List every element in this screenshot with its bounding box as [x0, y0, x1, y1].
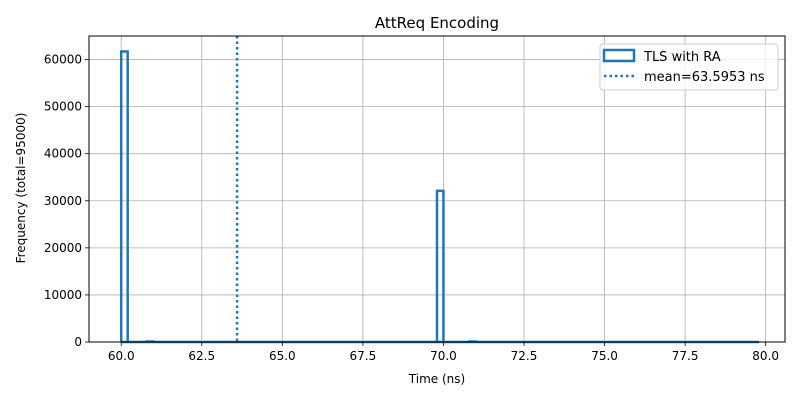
legend-label-tls-with-ra: TLS with RA: [643, 50, 721, 65]
y-axis-label: Frequency (total=95000): [14, 113, 28, 264]
y-tick-label: 60000: [44, 53, 82, 67]
y-axis-ticks: 0 10000 20000 30000 40000 50000 60000: [44, 53, 89, 349]
x-tick-label: 75.0: [591, 349, 618, 363]
x-tick-label: 80.0: [752, 349, 779, 363]
plot-area-frame: [88, 35, 786, 343]
x-tick-label: 62.5: [188, 349, 215, 363]
y-tick-label: 40000: [44, 147, 82, 161]
histogram-bar: [435, 189, 445, 342]
chart-title: AttReq Encoding: [375, 14, 499, 32]
legend: TLS with RA mean=63.5953 ns: [599, 43, 779, 91]
x-tick-label: 60.0: [108, 349, 135, 363]
histogram-bar: [119, 50, 129, 342]
x-axis-ticks: 60.0 62.5 65.0 67.5 70.0 72.5 75.0 77.5 80.0: [108, 342, 779, 363]
x-tick-label: 65.0: [269, 349, 296, 363]
legend-box: [599, 43, 779, 91]
y-tick-label: 50000: [44, 100, 82, 114]
y-tick-label: 0: [74, 335, 82, 349]
y-tick-label: 30000: [44, 194, 82, 208]
x-axis-label: Time (ns): [408, 372, 465, 386]
x-tick-label: 67.5: [350, 349, 377, 363]
y-tick-label: 20000: [44, 241, 82, 255]
y-tick-label: 10000: [44, 288, 82, 302]
x-tick-label: 72.5: [511, 349, 538, 363]
x-tick-label: 77.5: [672, 349, 699, 363]
x-tick-label: 70.0: [430, 349, 457, 363]
legend-label-mean: mean=63.5953 ns: [644, 70, 765, 85]
legend-swatch-tls-with-ra: [602, 48, 636, 63]
